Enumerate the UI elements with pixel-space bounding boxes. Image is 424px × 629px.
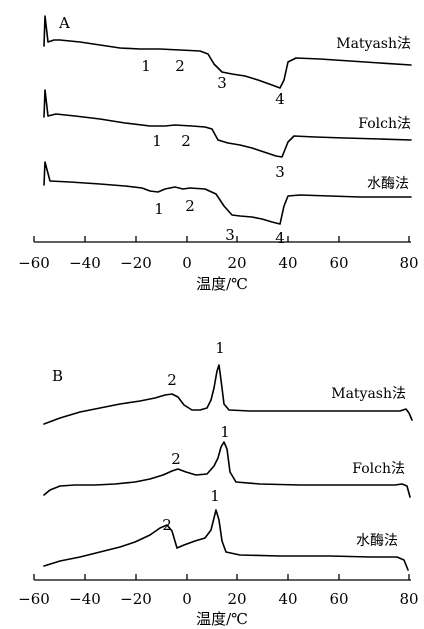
- panel-a-peak-label: 1: [152, 132, 162, 150]
- panel-a-tick-label: 20: [227, 254, 246, 272]
- panel-a-tick-label: −60: [18, 254, 50, 272]
- panel-b-tick-label: 60: [329, 590, 348, 608]
- panel-b-peak-label: 1: [210, 487, 220, 505]
- panel-b-x-axis-label: 温度/℃: [196, 610, 248, 628]
- panel-a-peak-label: 3: [217, 74, 227, 92]
- panel-a-series-label-folch: Folch法: [358, 116, 411, 132]
- panel-a-series-label-aqueous: 水酶法: [367, 176, 409, 192]
- panel-a-peak-label: 1: [154, 200, 164, 218]
- panel-b-peak-label: 1: [220, 423, 230, 441]
- panel-b-peak-label: 2: [162, 516, 172, 534]
- panel-a-tick-label: 80: [399, 254, 418, 272]
- panel-a-peak-label: 3: [225, 226, 235, 244]
- panel-a-ticks: [33, 236, 410, 242]
- panel-b-tick-labels: −60 −40 −20 0 20 40 60 80: [18, 590, 418, 608]
- panel-b-series-label-folch: Folch法: [352, 461, 405, 477]
- panel-a-tick-label: −20: [120, 254, 152, 272]
- panel-b-tick-label: 40: [278, 590, 297, 608]
- panel-a-tick-labels: −60 −40 −20 0 20 40 60 80: [18, 254, 418, 272]
- panel-b-peak-label: 2: [167, 371, 177, 389]
- panel-a-peak-label: 2: [175, 57, 185, 75]
- panel-a-tick-label: 0: [182, 254, 192, 272]
- panel-b-series-label-aqueous: 水酶法: [356, 533, 398, 549]
- panel-a-curve-folch: [43, 89, 412, 158]
- panel-a-curve-matyash: [43, 15, 412, 89]
- panel-b-peak-label: 1: [215, 339, 225, 357]
- panel-a-peak-label: 4: [275, 229, 285, 247]
- panel-a-tick-label: 60: [329, 254, 348, 272]
- panel-a-label: A: [58, 14, 70, 32]
- panel-a-curve-aqueous: [43, 161, 412, 225]
- panel-a-peak-label: 2: [181, 132, 191, 150]
- panel-a: A −60 −40 −20 0 20 40 60 80 温度/℃ Matyash…: [18, 14, 418, 293]
- panel-b-label: B: [52, 367, 63, 385]
- panel-b-tick-label: 80: [399, 590, 418, 608]
- panel-a-tick-label: 40: [278, 254, 297, 272]
- panel-b-tick-label: 20: [227, 590, 246, 608]
- panel-b-ticks: [33, 574, 410, 580]
- panel-b-tick-label: −60: [18, 590, 50, 608]
- panel-b-curve-aqueous: [43, 509, 409, 571]
- panel-b-curve-folch: [43, 441, 411, 498]
- panel-b-series-label-matyash: Matyash法: [331, 386, 406, 402]
- panel-b-tick-label: −40: [69, 590, 101, 608]
- panel-a-peak-label: 4: [275, 90, 285, 108]
- panel-b-curve-matyash: [43, 364, 413, 425]
- panel-a-peak-label: 2: [185, 197, 195, 215]
- panel-a-x-axis-label: 温度/℃: [196, 275, 248, 293]
- panel-a-series-label-matyash: Matyash法: [336, 36, 411, 52]
- panel-b-peak-label: 2: [171, 450, 181, 468]
- panel-b: B −60 −40 −20 0 20 40 60 80 温度/℃ Matyash…: [18, 339, 418, 628]
- panel-a-peak-label: 1: [141, 57, 151, 75]
- panel-a-peak-label: 3: [275, 163, 285, 181]
- panel-b-tick-label: −20: [120, 590, 152, 608]
- panel-a-tick-label: −40: [69, 254, 101, 272]
- panel-b-tick-label: 0: [182, 590, 192, 608]
